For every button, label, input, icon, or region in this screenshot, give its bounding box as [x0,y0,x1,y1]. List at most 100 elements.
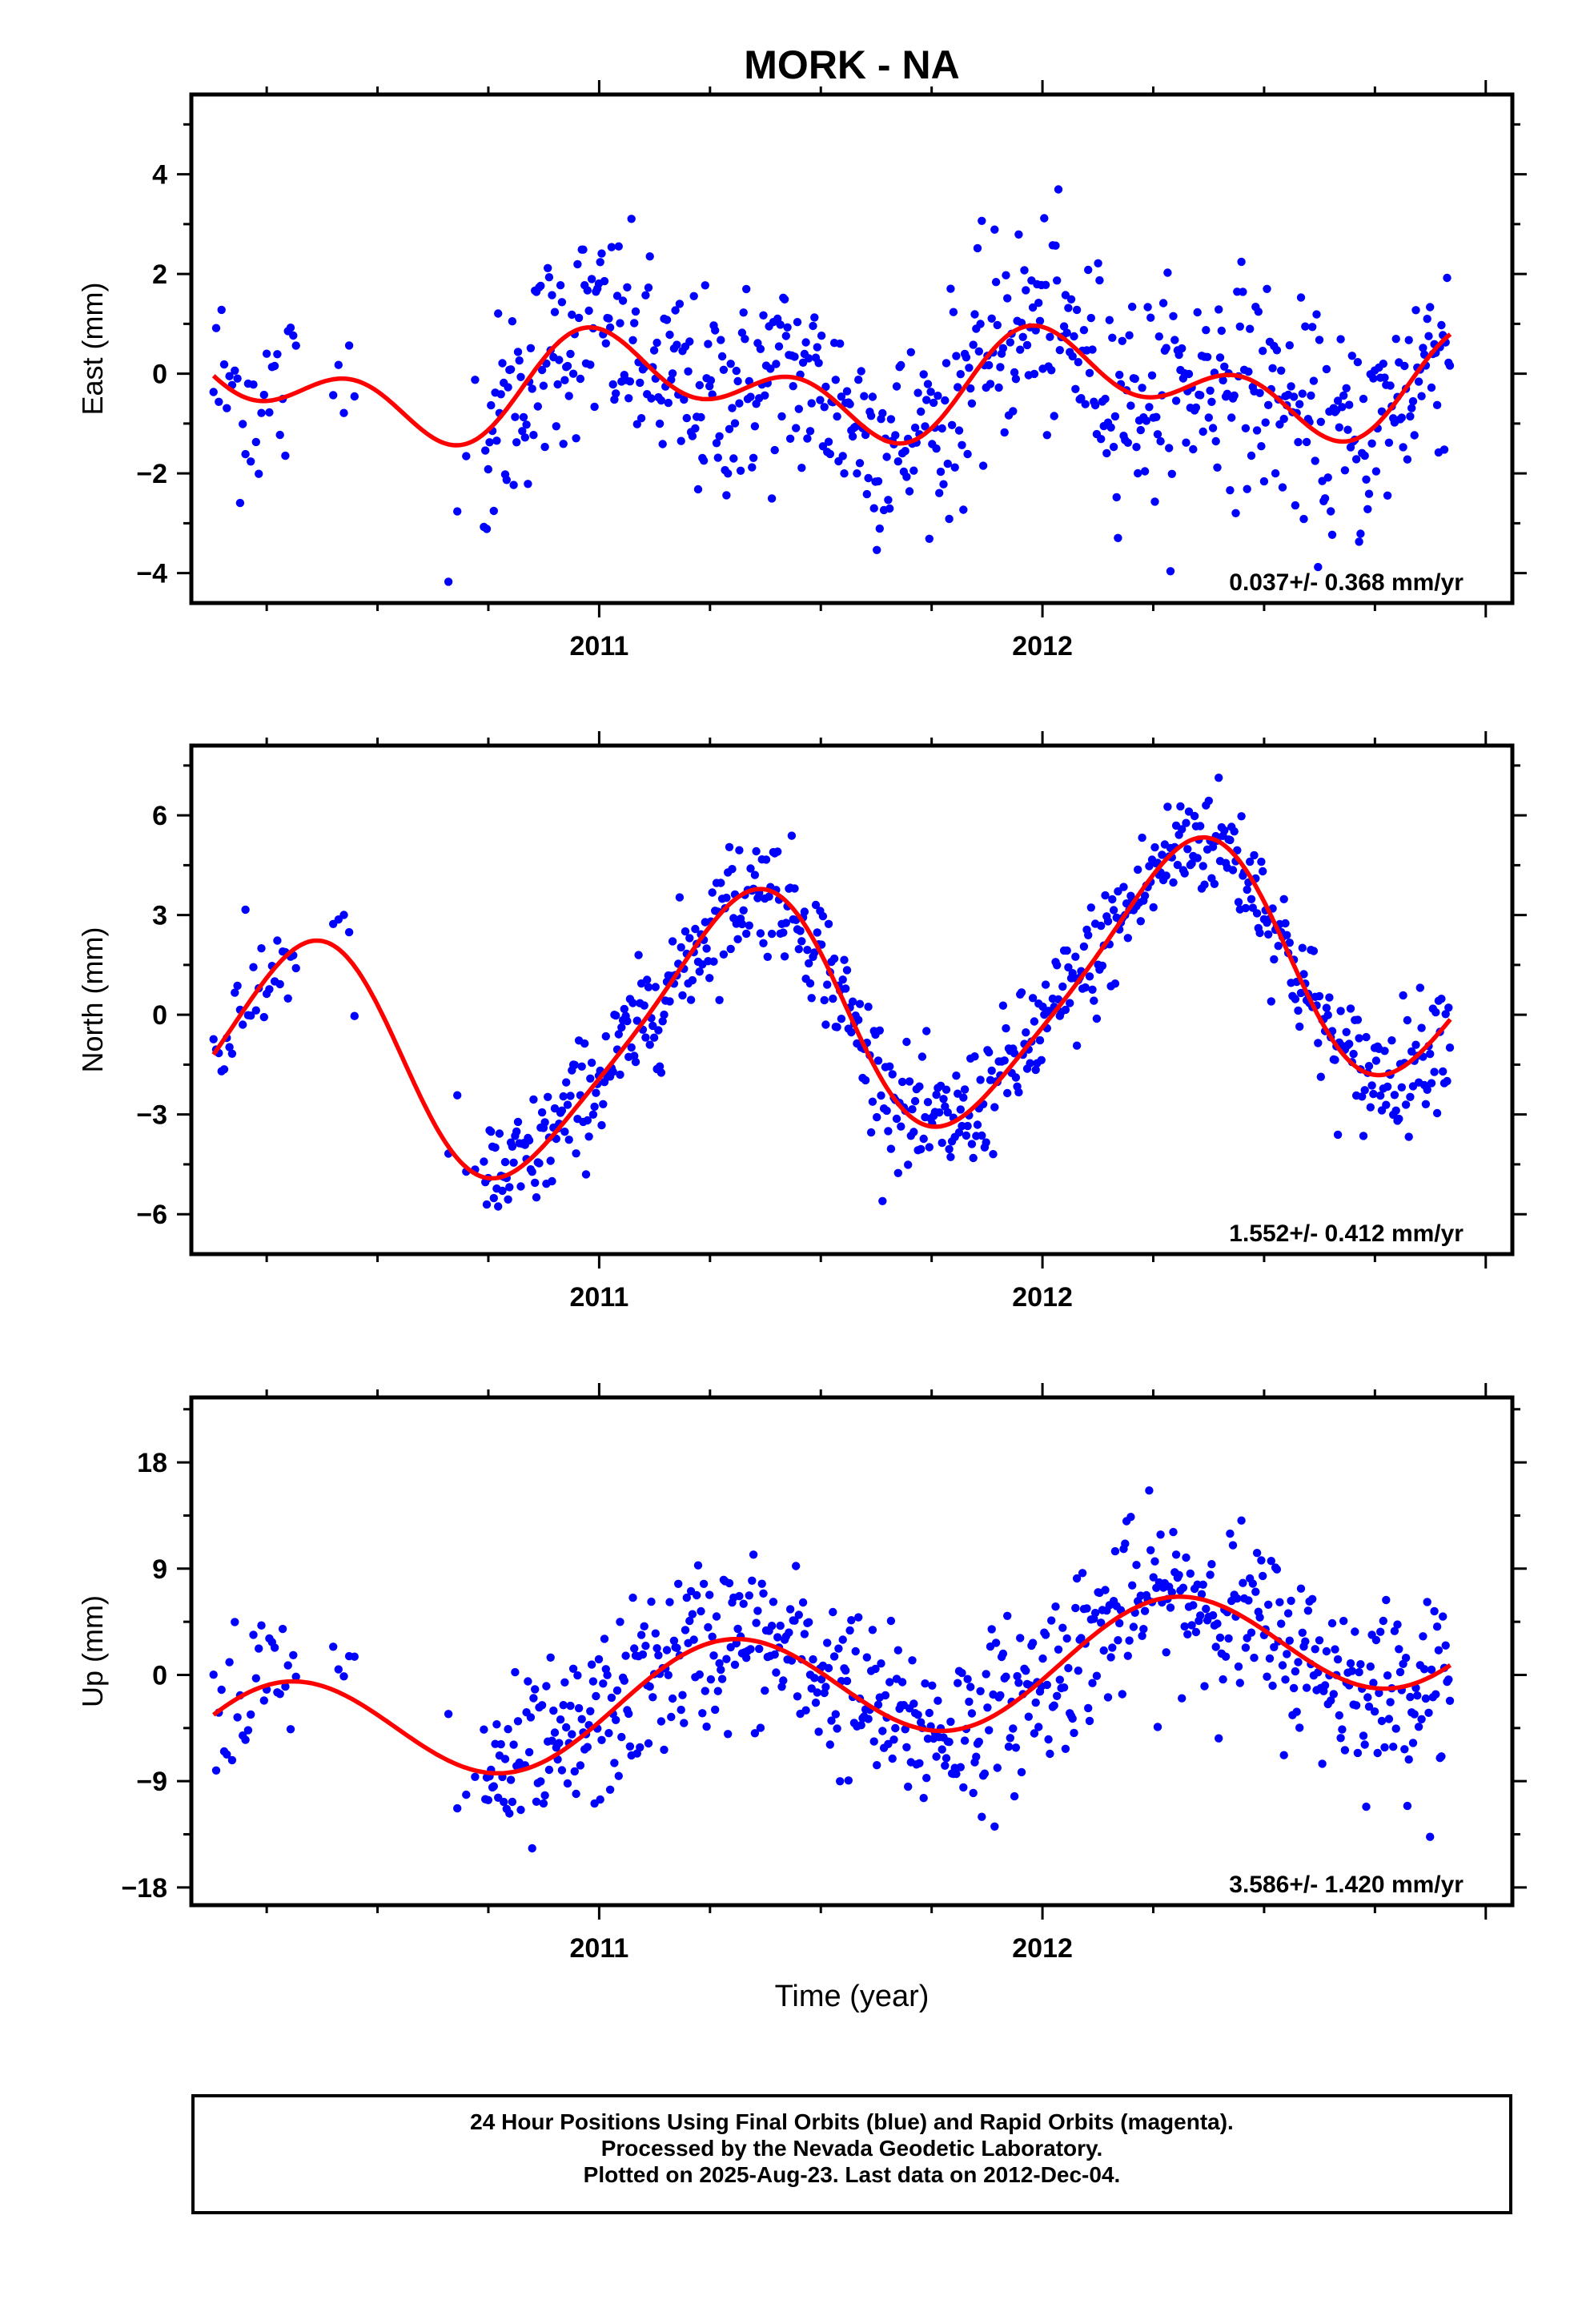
north-point [810,948,819,957]
up-point [1125,1636,1134,1645]
east-point [1140,467,1150,476]
up-point [739,1599,748,1608]
north-point [498,1186,507,1196]
north-point [1053,961,1062,970]
east-point [1340,466,1350,475]
north-point [590,1102,599,1112]
north-point [453,1091,462,1100]
east-point [1079,326,1089,335]
east-point [922,396,931,404]
north-point [548,1176,556,1186]
east-point [967,399,977,408]
east-point [1059,322,1069,331]
east-point [1411,306,1420,315]
east-point [1215,305,1223,314]
north-point [873,1112,881,1122]
east-point [1427,383,1436,392]
north-point [668,937,677,946]
east-point [892,382,901,391]
east-point [729,454,738,463]
up-point [1180,1622,1189,1631]
up-point [697,1606,705,1616]
east-point [848,432,857,441]
up-point [1404,1755,1413,1764]
up-point [888,1754,897,1763]
up-point [1034,1723,1043,1731]
north-point [884,1127,893,1136]
up-point [660,1745,669,1755]
north-point [685,934,694,943]
up-point [1126,1513,1135,1522]
east-point [1231,509,1240,517]
east-point [487,400,496,410]
up-point [777,1683,786,1691]
up-point [550,1728,560,1737]
north-point [219,1065,229,1074]
east-point [1294,437,1303,447]
up-point [334,1665,343,1674]
north-point [1158,850,1166,859]
east-point [550,308,560,316]
east-point [1345,400,1354,409]
north-point [985,1047,994,1057]
north-point [620,1004,628,1014]
up-point [1445,1696,1455,1705]
up-point [1017,1767,1026,1777]
east-point [748,463,757,472]
east-point [1404,336,1413,344]
east-point [1287,382,1295,391]
up-point [1178,1694,1186,1703]
north-point [838,975,847,984]
up-point [809,1655,817,1664]
up-point [1082,1604,1091,1613]
up-point [1114,1636,1122,1645]
east-point [344,341,354,350]
north-point [273,936,282,945]
east-point [949,308,958,316]
east-point [655,419,665,428]
east-point [1403,455,1412,464]
east-point [770,445,779,455]
east-point [1097,435,1106,444]
east-point [801,338,810,347]
up-point [1024,1712,1034,1721]
east-point [1061,291,1070,300]
east-point [537,365,547,375]
east-point [1178,344,1186,353]
up-point [938,1745,946,1754]
north-point [811,900,821,910]
north-point [508,1142,517,1152]
east-point [1255,388,1264,397]
north-point [1190,811,1199,821]
north-point [1364,1062,1374,1071]
up-point [1283,1650,1291,1659]
north-point [1439,1067,1447,1076]
north-point [1336,1007,1345,1015]
north-point [837,1015,846,1023]
up-point [1360,1740,1369,1749]
north-point [350,1011,359,1020]
east-point [1143,303,1152,312]
north-point [873,1056,883,1065]
north-point [1358,1092,1367,1101]
east-ytick-label: 2 [152,259,167,290]
up-point [952,1769,961,1779]
north-point [1403,1015,1412,1025]
up-point [513,1717,523,1726]
north-point [820,995,829,1005]
east-point [1031,326,1040,335]
north-ytick-label: −3 [136,1100,167,1131]
east-point [673,340,681,349]
north-point [773,847,782,856]
north-point [560,1128,569,1136]
east-point [732,366,741,376]
east-point [954,383,962,392]
east-point [1235,322,1245,331]
east-point [1112,493,1121,502]
north-point [640,1001,648,1010]
north-point [1011,1073,1021,1082]
north-point [1252,909,1262,918]
north-point [513,1117,523,1127]
up-point [730,1660,740,1669]
east-point [1399,443,1407,452]
